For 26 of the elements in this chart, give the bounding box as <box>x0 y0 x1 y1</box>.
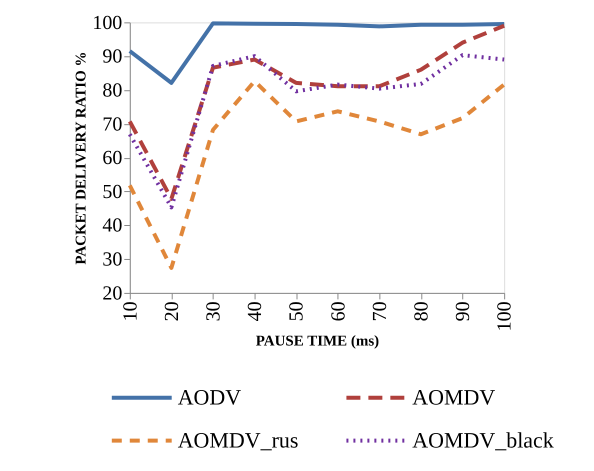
x-tick-label: 60 <box>327 301 350 322</box>
x-axis-title: PAUSE TIME (ms) <box>256 333 380 350</box>
x-tick-label: 100 <box>494 301 516 332</box>
x-tick-label: 30 <box>202 301 224 322</box>
legend-label: AOMDV_rus <box>178 428 298 453</box>
x-tick-label: 70 <box>368 301 391 322</box>
x-tick-label: 40 <box>244 301 266 322</box>
y-tick-label: 90 <box>102 46 122 68</box>
y-tick-label: 50 <box>102 180 122 203</box>
y-tick-label: 70 <box>102 113 122 136</box>
y-tick-label: 80 <box>102 79 122 102</box>
x-tick-label: 90 <box>452 301 474 322</box>
line-series <box>128 21 506 85</box>
y-tick-label: 100 <box>92 12 122 34</box>
x-tick-label: 20 <box>160 301 183 322</box>
legend-label: AODV <box>178 384 242 410</box>
line-series <box>128 24 506 201</box>
legend-label: AOMDV <box>412 384 496 410</box>
x-tick-label: 80 <box>410 301 432 322</box>
y-tick-label: 40 <box>102 214 122 237</box>
x-tick-label: 50 <box>286 301 308 322</box>
y-tick-label: 30 <box>102 248 122 271</box>
line-series <box>128 53 506 210</box>
y-tick-label: 60 <box>102 147 122 170</box>
legend-label: AOMDV_black <box>412 428 554 453</box>
y-axis-title: PACKET DELIVERY RATIO % <box>73 52 90 265</box>
